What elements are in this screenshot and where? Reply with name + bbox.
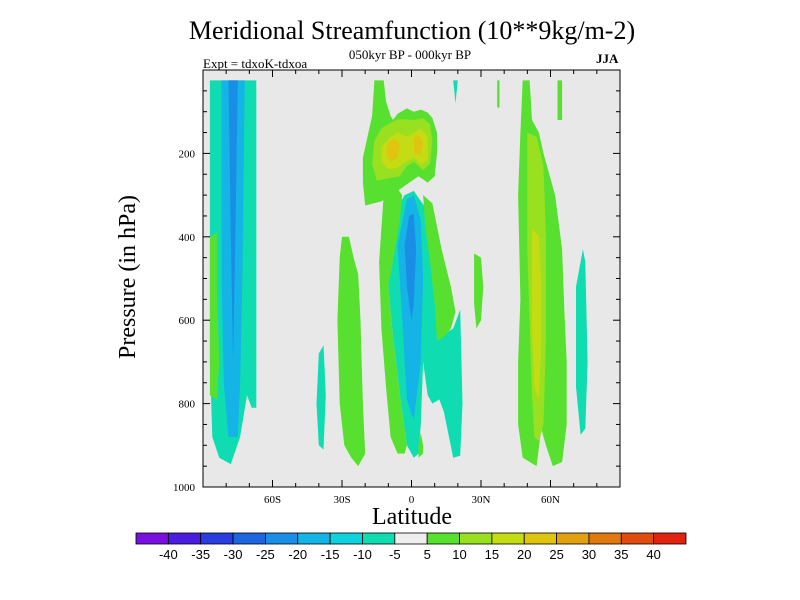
colorbar-label: -35 — [191, 547, 210, 562]
x-tick-label: 30N — [472, 494, 491, 506]
contour-level-15 — [532, 228, 542, 400]
contour-level-5 — [423, 195, 456, 342]
y-tick-label: 1000 — [173, 482, 196, 494]
y-tick-label: 600 — [179, 315, 196, 327]
contour-level--10 — [453, 80, 458, 104]
contour-level--20 — [228, 80, 238, 362]
colorbar-label: 35 — [614, 547, 628, 562]
x-tick-label: 60S — [264, 494, 281, 506]
contour-level-5 — [379, 188, 407, 454]
contour-level-5 — [337, 236, 366, 467]
contour-level--20 — [404, 213, 417, 321]
season-label: JJA — [596, 51, 619, 66]
colorbar-label: -20 — [288, 547, 307, 562]
contour-level-20 — [386, 138, 400, 162]
colorbar-label: 30 — [582, 547, 596, 562]
colorbar-swatch — [653, 532, 687, 545]
colorbar-swatch — [362, 532, 396, 545]
axes: 60S 30S 0 30N 60N 200 400 600 800 1000 — [173, 69, 621, 506]
colorbar-swatch — [523, 532, 557, 545]
contour-level-20 — [413, 134, 424, 156]
colorbar-label: 10 — [452, 547, 466, 562]
colorbar-swatch — [394, 532, 428, 545]
contour-level-5 — [497, 80, 500, 108]
colorbar-label: 40 — [646, 547, 660, 562]
contour-level-5 — [474, 253, 484, 329]
contour-level--10 — [576, 249, 588, 435]
colorbar-swatch — [297, 532, 331, 545]
colorbar-label: -40 — [159, 547, 178, 562]
x-axis-title: Latitude — [372, 504, 452, 530]
contour-fills — [209, 80, 588, 467]
colorbar-label: -30 — [224, 547, 243, 562]
colorbar-swatch — [200, 532, 234, 545]
x-tick-label: 30S — [333, 494, 350, 506]
colorbar-label: -10 — [353, 547, 372, 562]
colorbar-label: -25 — [256, 547, 275, 562]
colorbar-label: 15 — [485, 547, 499, 562]
x-tick-label: 0 — [409, 494, 415, 506]
y-axis-title: Pressure (in hPa) — [115, 195, 141, 359]
colorbar-swatch — [620, 532, 655, 545]
x-tick-label: 60N — [541, 494, 560, 506]
y-tick-label: 800 — [179, 399, 196, 411]
colorbar-swatch — [459, 532, 493, 545]
y-tick-label: 200 — [179, 148, 196, 160]
colorbar-swatch — [329, 532, 363, 545]
chart-subtitle: 050kyr BP - 000kyr BP — [348, 47, 472, 62]
colorbar-label: -5 — [389, 547, 401, 562]
contour-level-5 — [418, 432, 424, 458]
colorbar-swatch — [167, 532, 202, 545]
contour-level-5 — [209, 232, 220, 400]
colorbar-label: 5 — [424, 547, 431, 562]
colorbar-swatch — [232, 532, 266, 545]
colorbar-label: 25 — [549, 547, 563, 562]
chart-title: Meridional Streamfunction (10**9kg/m-2) — [188, 16, 636, 45]
y-tick-label: 400 — [179, 232, 196, 244]
colorbar-swatch — [556, 532, 590, 545]
contour-level-5 — [557, 80, 563, 120]
colorbar-swatch — [135, 532, 169, 545]
colorbar-swatch — [265, 532, 299, 545]
plot-area — [203, 70, 620, 487]
colorbar-label: 20 — [517, 547, 531, 562]
colorbar-swatch — [588, 532, 622, 545]
experiment-label: Expt = tdxoK-tdxoa — [203, 56, 308, 71]
colorbar: -40 -35 -30 -25 -20 -15 -10 -5 5 10 15 20 25 30 35 40 — [135, 532, 687, 562]
colorbar-label: -15 — [321, 547, 340, 562]
contour-level--10 — [316, 345, 326, 450]
colorbar-swatch — [426, 532, 460, 545]
colorbar-swatch — [491, 532, 525, 545]
